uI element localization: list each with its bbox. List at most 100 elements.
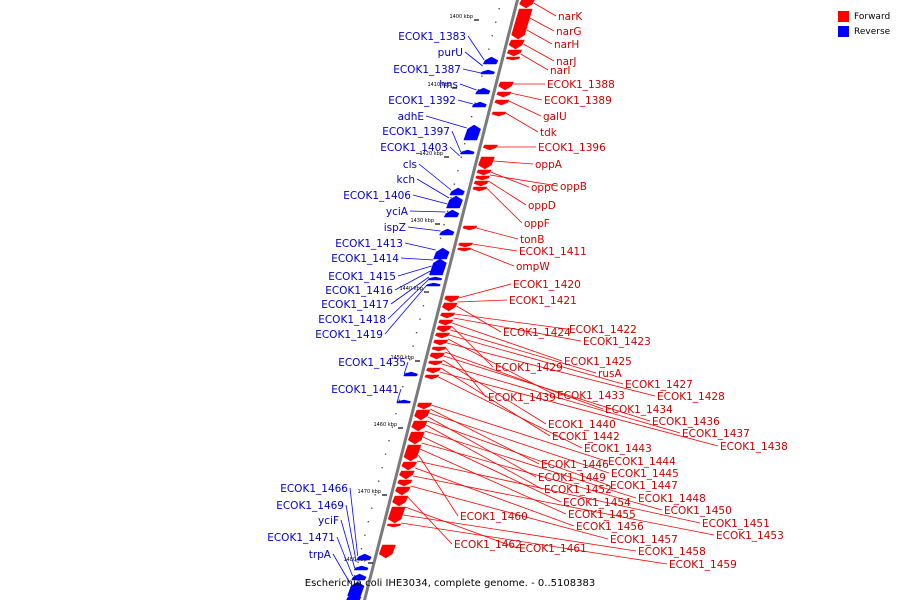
forward-gene-label: ECOK1_1451 xyxy=(702,518,770,530)
leader-line xyxy=(451,325,494,368)
forward-gene-glyph xyxy=(458,242,473,248)
forward-gene-glyph xyxy=(407,431,425,445)
forward-gene-label: narI xyxy=(550,65,571,77)
leader-line xyxy=(456,305,502,333)
leader-line xyxy=(332,553,351,585)
leader-line xyxy=(486,187,523,224)
forward-gene-glyph xyxy=(414,409,431,421)
leader-line xyxy=(413,475,715,536)
forward-gene-label: ECOK1_1462 xyxy=(454,539,522,551)
forward-gene-label: ECOK1_1438 xyxy=(720,441,788,453)
forward-gene-glyph xyxy=(436,325,452,333)
reverse-gene-label: ECOK1_1418 xyxy=(318,314,386,326)
scale-dots xyxy=(350,8,500,590)
scale-dot xyxy=(415,332,418,334)
leader-line xyxy=(505,112,539,133)
legend-forward: Forward xyxy=(838,9,890,24)
reverse-gene-glyph xyxy=(480,69,496,75)
leader-line xyxy=(446,342,656,397)
leader-line xyxy=(415,467,575,527)
leader-line xyxy=(489,174,559,187)
reverse-gene-glyph xyxy=(443,209,460,218)
scale-dot xyxy=(367,521,370,523)
forward-gene-glyph xyxy=(399,470,415,480)
forward-gene-glyph xyxy=(505,56,521,61)
leader-line xyxy=(409,210,446,213)
forward-gene-label: ECOK1_1423 xyxy=(583,336,651,348)
forward-gene-label: ECOK1_1425 xyxy=(564,356,632,368)
forward-gene-label: ECOK1_1455 xyxy=(568,509,636,521)
leader-line xyxy=(440,367,551,437)
forward-gene-label: oppB xyxy=(560,181,587,193)
leader-line xyxy=(529,17,555,32)
scale-dot xyxy=(374,494,376,496)
leader-line xyxy=(397,265,432,277)
forward-gene-label: ECOK1_1437 xyxy=(682,428,750,440)
forward-gene-label: ECOK1_1388 xyxy=(547,79,615,91)
forward-gene-label: galU xyxy=(543,111,567,123)
scale-dot xyxy=(402,386,404,388)
forward-gene-label: rusA xyxy=(598,368,622,380)
forward-gene-glyph xyxy=(511,8,533,40)
scale-dot xyxy=(474,102,476,104)
scale-tick-label: 1460 kbp xyxy=(373,422,397,428)
leader-line xyxy=(349,487,359,557)
scale-dot xyxy=(395,413,397,415)
reverse-gene-label: hns xyxy=(439,79,458,91)
leader-line xyxy=(394,270,431,291)
forward-gene-label: ECOK1_1445 xyxy=(611,468,679,480)
reverse-gene-label: ECOK1_1387 xyxy=(393,64,461,76)
leader-line xyxy=(401,522,668,565)
leader-line xyxy=(448,334,624,385)
leader-line xyxy=(510,92,543,101)
reverse-gene-label: ECOK1_1469 xyxy=(276,500,344,512)
forward-gene-label: ECOK1_1427 xyxy=(625,379,693,391)
scale-dot xyxy=(419,318,421,320)
leader-line xyxy=(422,436,562,503)
reverse-gene-glyph xyxy=(427,276,443,281)
leader-line xyxy=(476,227,519,240)
leader-line xyxy=(470,248,515,267)
forward-gene-label: ECOK1_1434 xyxy=(605,404,673,416)
leader-line xyxy=(430,408,540,465)
leader-line xyxy=(416,460,701,524)
reverse-gene-glyph xyxy=(426,282,441,287)
forward-gene-glyph xyxy=(429,352,445,360)
leader-line xyxy=(390,276,430,305)
reverse-swatch xyxy=(838,26,849,37)
scale-dot xyxy=(464,143,466,145)
forward-gene-label: ECOK1_1461 xyxy=(519,543,587,555)
leader-line xyxy=(490,171,530,188)
leader-line xyxy=(418,163,452,191)
reverse-gene-glyph xyxy=(346,593,362,600)
reverse-gene-label: ECOK1_1392 xyxy=(388,95,456,107)
forward-gene-glyph xyxy=(441,302,458,312)
forward-gene-glyph xyxy=(519,0,535,9)
leader-line xyxy=(439,371,719,447)
reverse-gene-label: ECOK1_1414 xyxy=(331,253,399,265)
reverse-gene-glyph xyxy=(459,149,475,155)
forward-gene-glyph xyxy=(433,339,449,346)
legend-reverse: Reverse xyxy=(838,24,890,39)
leader-line xyxy=(533,2,557,17)
legend-forward-label: Forward xyxy=(854,11,891,22)
scale-dot xyxy=(398,399,401,401)
leader-line xyxy=(459,83,477,91)
reverse-gene-glyph xyxy=(463,124,481,141)
forward-gene-glyph xyxy=(424,374,440,380)
legend-reverse-label: Reverse xyxy=(854,26,891,37)
forward-gene-glyph xyxy=(472,186,488,192)
leader-line xyxy=(451,130,462,153)
leader-line xyxy=(427,416,537,478)
reverse-gene-glyph xyxy=(471,101,487,108)
legend: Forward Reverse xyxy=(838,9,890,39)
forward-gene-label: ECOK1_1458 xyxy=(638,546,706,558)
reverse-gene-label: kch xyxy=(396,174,415,186)
forward-gene-label: narJ xyxy=(556,56,577,68)
reverse-gene-label: ECOK1_1403 xyxy=(380,142,448,154)
scale-dot xyxy=(491,35,493,37)
forward-gene-glyph xyxy=(498,81,514,91)
forward-gene-label: ECOK1_1436 xyxy=(652,416,720,428)
leader-line xyxy=(387,279,429,320)
